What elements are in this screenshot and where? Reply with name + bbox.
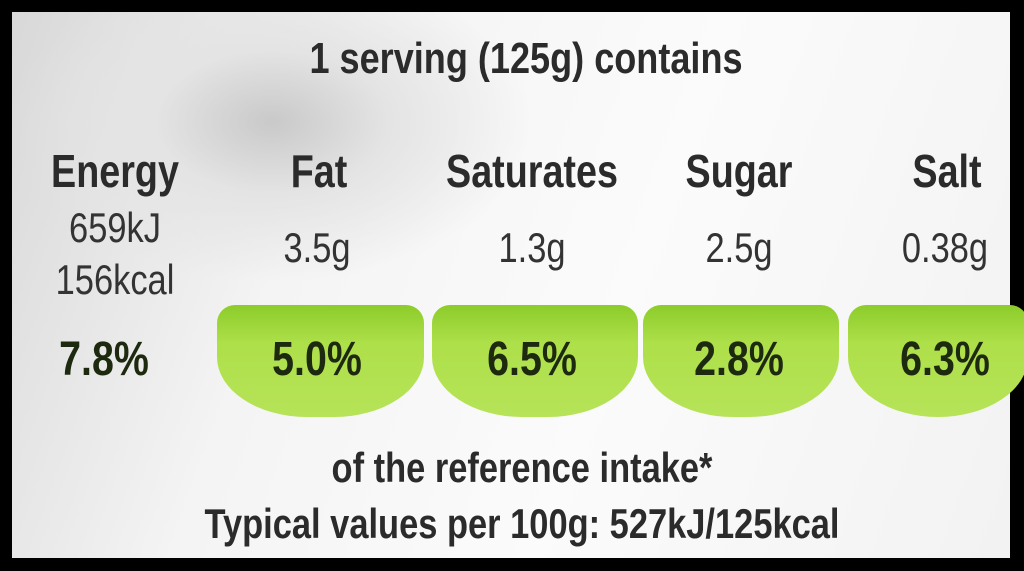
fat-amount: 3.5g [283,224,351,271]
sugar-green-badge [643,305,839,417]
sugar-label: Sugar [685,145,793,197]
serving-title: 1 serving (125g) contains [309,34,743,83]
fat-green-badge [217,305,424,417]
fat-label: Fat [290,145,348,197]
typical-values: Typical values per 100g: 527kJ/125kcal [204,500,840,547]
salt-percent: 6.3% [900,333,990,386]
energy-percent: 7.8% [59,333,149,386]
saturates-amount: 1.3g [498,224,566,271]
saturates-green-badge [432,305,638,417]
energy-label: Energy [51,145,179,197]
energy-kcal: 156kcal [55,256,175,303]
saturates-percent: 6.5% [487,333,577,386]
fat-percent: 5.0% [272,333,362,386]
sugar-percent: 2.8% [694,333,784,386]
salt-green-badge [848,305,1024,417]
nutrition-label: 1 serving (125g) contains Energy 659kJ 1… [12,12,1024,558]
saturates-label: Saturates [446,145,618,197]
salt-label: Salt [912,145,982,197]
sugar-amount: 2.5g [705,224,773,271]
reference-intake-note: of the reference intake* [331,444,713,491]
energy-kj: 659kJ [69,204,161,251]
salt-amount: 0.38g [901,224,989,271]
